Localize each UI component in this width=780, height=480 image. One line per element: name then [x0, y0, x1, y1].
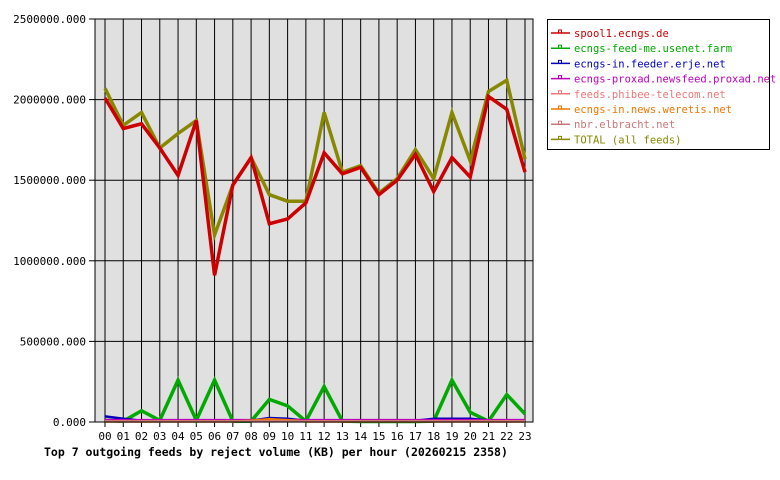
y-tick-label: 2500000.000 [13, 13, 86, 26]
x-tick-label: 12 [318, 430, 331, 443]
x-tick-label: 04 [171, 430, 185, 443]
legend-swatch-marker [558, 59, 562, 64]
x-axis: 00 01 02 03 04 05 06 07 08 09 10 11 12 13 14 15 16 17 18 19… [98, 422, 532, 443]
x-tick-label: 22 [500, 430, 513, 443]
x-tick-label: 05 [190, 430, 203, 443]
x-tick-label: 07 [226, 430, 239, 443]
legend-swatch-marker [558, 75, 562, 80]
x-tick-label: 23 [518, 430, 531, 443]
x-tick-label: 16 [391, 430, 404, 443]
legend-item-label: ecngs-in.news.weretis.net [574, 104, 732, 116]
legend-swatch-marker [558, 90, 562, 95]
x-tick-label: 03 [153, 430, 166, 443]
x-tick-label: 20 [464, 430, 477, 443]
x-tick-label: 00 [98, 430, 111, 443]
chart-title: Top 7 outgoing feeds by reject volume (K… [44, 445, 508, 459]
series-line [103, 77, 527, 242]
legend-swatch-marker [558, 120, 562, 125]
legend-item-label: ecngs-in.feeder.erje.net [574, 58, 726, 70]
x-tick-label: 17 [409, 430, 422, 443]
series-line [103, 93, 527, 276]
x-tick-label: 18 [427, 430, 440, 443]
legend: spool1.ecngs.de ecngs-feed-me.usenet.farm… [547, 19, 776, 150]
x-tick-label: 21 [482, 430, 495, 443]
x-tick-label: 11 [299, 430, 312, 443]
plot-frame [94, 18, 534, 423]
y-tick-label: 1000000.000 [13, 255, 86, 268]
legend-swatch-marker [558, 44, 562, 49]
y-tick-label: 1500000.000 [13, 174, 86, 187]
x-tick-label: 19 [445, 430, 458, 443]
plot-area [95, 19, 533, 422]
y-tick-label: 500000.000 [20, 335, 86, 348]
x-tick-label: 08 [244, 430, 257, 443]
legend-swatch-marker [558, 135, 562, 140]
legend-item-label: ecngs-proxad.newsfeed.proxad.net [574, 74, 776, 86]
series-line [104, 375, 527, 425]
x-tick-label: 01 [117, 430, 130, 443]
legend-swatch-marker [558, 29, 562, 34]
legend-item-label: feeds.phibee-telecom.net [574, 89, 726, 101]
y-tick-label: 2000000.000 [13, 94, 86, 107]
legend-item-label: spool1.ecngs.de [574, 28, 669, 40]
legend-box [547, 19, 770, 150]
x-tick-label: 10 [281, 430, 294, 443]
x-tick-label: 13 [336, 430, 349, 443]
x-tick-label: 15 [372, 430, 385, 443]
legend-item-label: ecngs-feed-me.usenet.farm [574, 43, 732, 55]
y-tick-label: 0.000 [53, 416, 86, 429]
y-axis: 0.000 500000.000 1000000.000 1500000.000 200… [13, 13, 95, 429]
x-tick-label: 09 [263, 430, 276, 443]
x-tick-label: 06 [208, 430, 221, 443]
legend-item-label: TOTAL (all feeds) [574, 134, 681, 146]
x-tick-label: 14 [354, 430, 368, 443]
x-tick-label: 02 [135, 430, 148, 443]
legend-swatch-marker [558, 105, 562, 110]
legend-item-label: nbr.elbracht.net [574, 119, 675, 131]
